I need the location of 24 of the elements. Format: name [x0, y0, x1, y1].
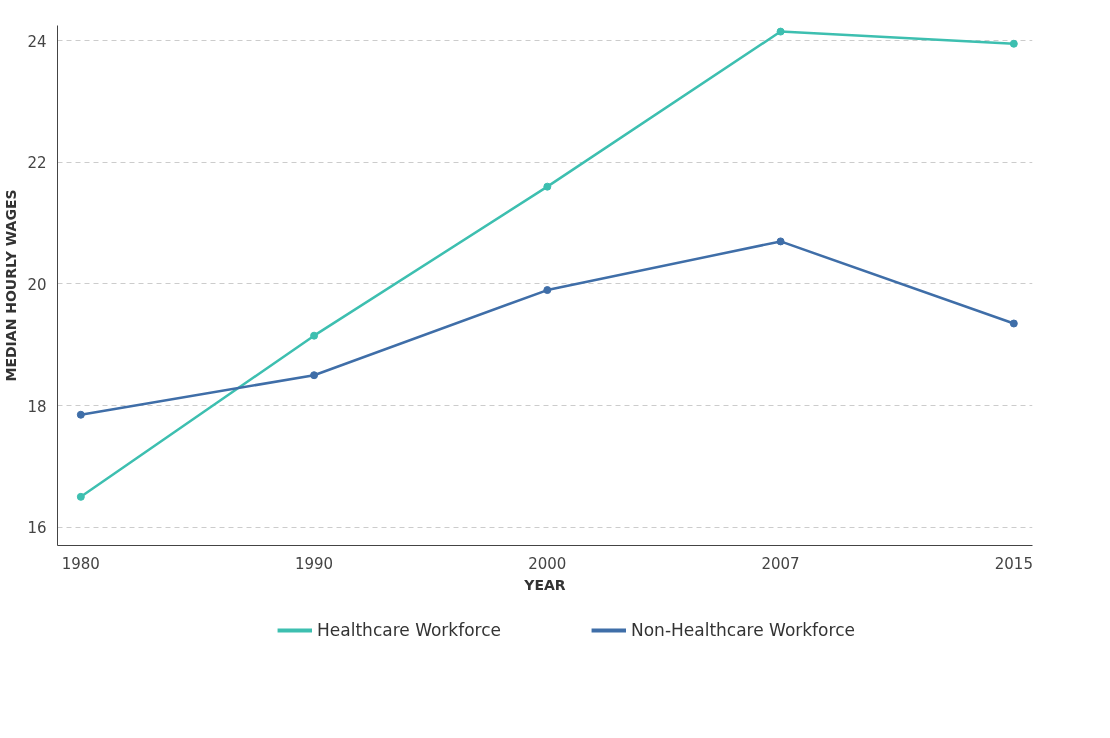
y-tick-label: 24 [27, 32, 47, 51]
y-tick-label: 22 [27, 154, 47, 173]
point [776, 237, 785, 246]
point [76, 410, 85, 419]
legend-label: Non-Healthcare Workforce [630, 620, 855, 640]
x-tick-label: 2000 [528, 554, 567, 573]
point [543, 182, 552, 191]
point [76, 492, 85, 501]
x-tick-label: 1990 [294, 554, 334, 573]
point [310, 331, 319, 340]
y-axis-title: MEDIAN HOURLY WAGES [3, 189, 20, 382]
y-tick-label: 18 [27, 397, 47, 416]
x-tick-label: 2007 [761, 554, 800, 573]
point [1009, 39, 1018, 48]
legend-label: Healthcare Workforce [317, 620, 501, 640]
y-tick-label: 16 [27, 519, 47, 538]
point [1009, 319, 1018, 328]
point [310, 371, 319, 380]
x-axis-title: YEAR [523, 576, 566, 593]
point [543, 286, 552, 295]
y-tick-label: 20 [27, 275, 47, 294]
x-tick-label: 1980 [61, 554, 100, 573]
x-tick-label: 2015 [994, 554, 1033, 573]
point [776, 27, 785, 36]
